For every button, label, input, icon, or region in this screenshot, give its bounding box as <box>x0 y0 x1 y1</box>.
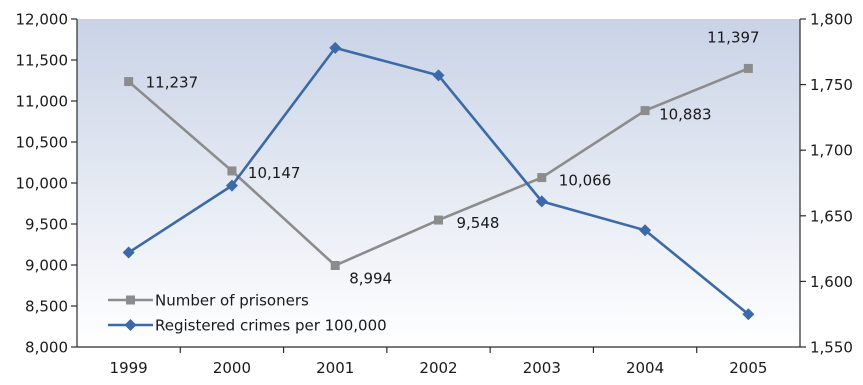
x-axis-tick-label: 2005 <box>729 359 767 377</box>
data-point <box>124 77 134 87</box>
data-point <box>122 246 135 259</box>
data-label: 10,883 <box>659 106 712 124</box>
x-axis-tick-label: 2001 <box>316 359 354 377</box>
data-point <box>537 173 547 183</box>
right-axis-tick-label: 1,600 <box>810 273 853 291</box>
series-0 <box>124 63 753 270</box>
data-label: 9,548 <box>457 214 500 232</box>
x-axis-tick-label: 2004 <box>626 359 664 377</box>
x-axis-tick-label: 2000 <box>213 359 251 377</box>
data-point <box>330 260 340 270</box>
legend-label: Registered crimes per 100,000 <box>155 317 387 335</box>
right-axis-tick-label: 1,750 <box>810 76 853 94</box>
left-axis-tick-label: 9,500 <box>25 216 68 234</box>
data-label: 10,066 <box>559 172 612 190</box>
data-point <box>640 106 650 116</box>
data-labels: 11,237 10,147 8,994 9,548 10,066 10,883 11,397 <box>146 28 760 287</box>
x-axis-tick-label: 1999 <box>110 359 148 377</box>
series-1 <box>122 41 755 321</box>
data-label: 11,397 <box>707 28 760 46</box>
left-axis-tick-label: 8,500 <box>25 298 68 316</box>
x-axis-tick-label: 2002 <box>419 359 457 377</box>
series-layer <box>122 41 755 321</box>
left-axis-tick-label: 10,500 <box>16 134 69 152</box>
data-point <box>227 166 237 176</box>
x-axis-tick-label: 2003 <box>523 359 561 377</box>
data-point <box>225 179 238 192</box>
data-point <box>434 215 443 225</box>
legend-item: Registered crimes per 100,000 <box>108 317 387 335</box>
data-label: 11,237 <box>146 74 199 92</box>
data-point <box>535 195 548 208</box>
left-axis-tick-label: 11,500 <box>16 52 69 70</box>
data-point <box>743 63 753 73</box>
right-axis-tick-label: 1,700 <box>810 142 853 160</box>
right-axis-tick-label: 1,650 <box>810 207 853 225</box>
data-point <box>639 224 652 237</box>
legend-label: Number of prisoners <box>155 292 309 310</box>
right-axis-tick-label: 1,550 <box>810 339 853 357</box>
data-label: 8,994 <box>349 269 392 287</box>
legend-swatch-marker <box>124 319 137 331</box>
legend: Number of prisoners Registered crimes per… <box>108 292 387 335</box>
data-label: 10,147 <box>248 164 301 182</box>
left-axis-tick-label: 9,000 <box>25 257 68 275</box>
axes: 8,000 8,500 9,000 9,500 10,000 10,500 11,000 11… <box>16 11 853 378</box>
data-point <box>742 308 755 321</box>
data-point <box>432 69 445 82</box>
legend-swatch-marker <box>126 295 135 305</box>
legend-item: Number of prisoners <box>108 292 309 310</box>
left-axis-tick-label: 12,000 <box>16 11 69 29</box>
left-axis-tick-label: 10,000 <box>16 175 69 193</box>
data-point <box>329 41 342 54</box>
left-axis-tick-label: 8,000 <box>25 339 68 357</box>
left-axis-tick-label: 11,000 <box>16 93 69 111</box>
right-axis-tick-label: 1,800 <box>810 11 853 29</box>
